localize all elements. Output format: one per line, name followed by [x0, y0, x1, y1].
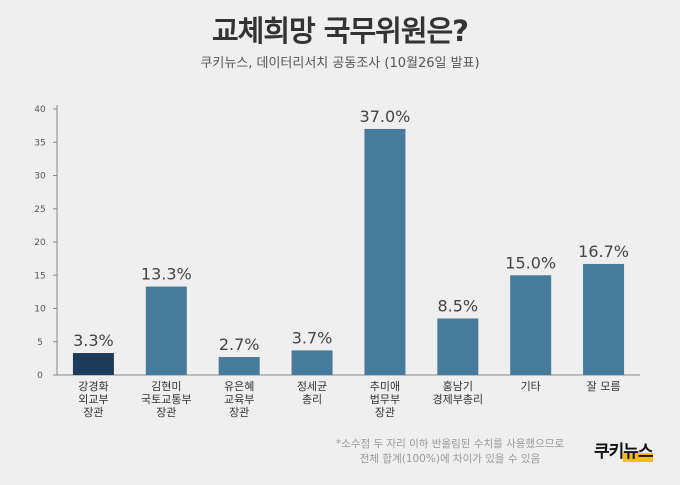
- x-tick-label: 장관: [83, 406, 103, 419]
- x-tick-label: 김현미: [151, 380, 181, 393]
- x-tick-label: 장관: [229, 406, 249, 419]
- y-tick-label: 0: [37, 371, 43, 381]
- bar: [145, 286, 187, 375]
- bar: [218, 357, 260, 375]
- x-tick-label: 장관: [156, 406, 176, 419]
- data-label: 8.5%: [437, 296, 478, 315]
- x-tick-label: 외교부: [78, 393, 108, 406]
- data-label: 37.0%: [360, 107, 411, 126]
- x-tick-label: 강경화: [78, 380, 108, 393]
- kukinews-logo: 쿠키뉴스: [594, 437, 654, 462]
- chart-title: 교체희망 국무위원은?: [211, 14, 469, 48]
- y-tick-label: 35: [34, 138, 45, 148]
- x-tick-label: 장관: [375, 406, 395, 419]
- x-tick-label: 홍남기: [443, 379, 473, 393]
- x-tick-label: 경제부총리: [433, 393, 484, 406]
- x-tick-label: 교육부: [224, 393, 254, 406]
- data-label: 13.3%: [141, 265, 192, 284]
- data-label: 2.7%: [219, 335, 260, 354]
- data-label: 3.7%: [292, 328, 333, 347]
- bar: [291, 350, 333, 375]
- logo-text-2: 뉴스: [623, 442, 654, 462]
- x-tick-label: 유은혜: [224, 380, 254, 393]
- bar: [72, 353, 114, 375]
- x-tick-label: 정세균: [297, 380, 327, 393]
- x-tick-label: 기타: [521, 380, 541, 393]
- x-tick-label: 총리: [302, 393, 322, 406]
- x-tick-label: 잘 모름: [587, 380, 621, 393]
- bar: [510, 275, 552, 375]
- y-tick-label: 40: [34, 105, 46, 115]
- footnote-line-2: 전체 합계(100%)에 차이가 있을 수 있음: [359, 453, 541, 465]
- x-tick-label: 법무부: [370, 393, 400, 406]
- y-tick-label: 5: [37, 338, 43, 348]
- y-tick-label: 10: [34, 305, 46, 315]
- bar: [437, 318, 479, 375]
- data-label: 16.7%: [578, 242, 629, 261]
- footnote: *소수점 두 자리 이하 반올림된 수치를 사용했으므로 전체 합계(100%)…: [300, 437, 600, 467]
- y-tick-label: 25: [34, 205, 45, 215]
- chart-subtitle: 쿠키뉴스, 데이터리서치 공동조사 (10월26일 발표): [200, 56, 480, 71]
- bar: [583, 263, 625, 375]
- data-label: 3.3%: [73, 331, 114, 350]
- x-tick-label: 추미애: [370, 380, 400, 393]
- x-tick-label: 국토교통부: [141, 393, 192, 406]
- y-tick-label: 20: [34, 238, 46, 248]
- y-tick-label: 30: [34, 172, 46, 182]
- data-label: 15.0%: [505, 253, 556, 272]
- logo-text-1: 쿠키: [594, 442, 624, 462]
- y-tick-label: 15: [34, 271, 45, 281]
- footnote-line-1: *소수점 두 자리 이하 반올림된 수치를 사용했으므로: [335, 438, 565, 450]
- bar: [364, 128, 406, 375]
